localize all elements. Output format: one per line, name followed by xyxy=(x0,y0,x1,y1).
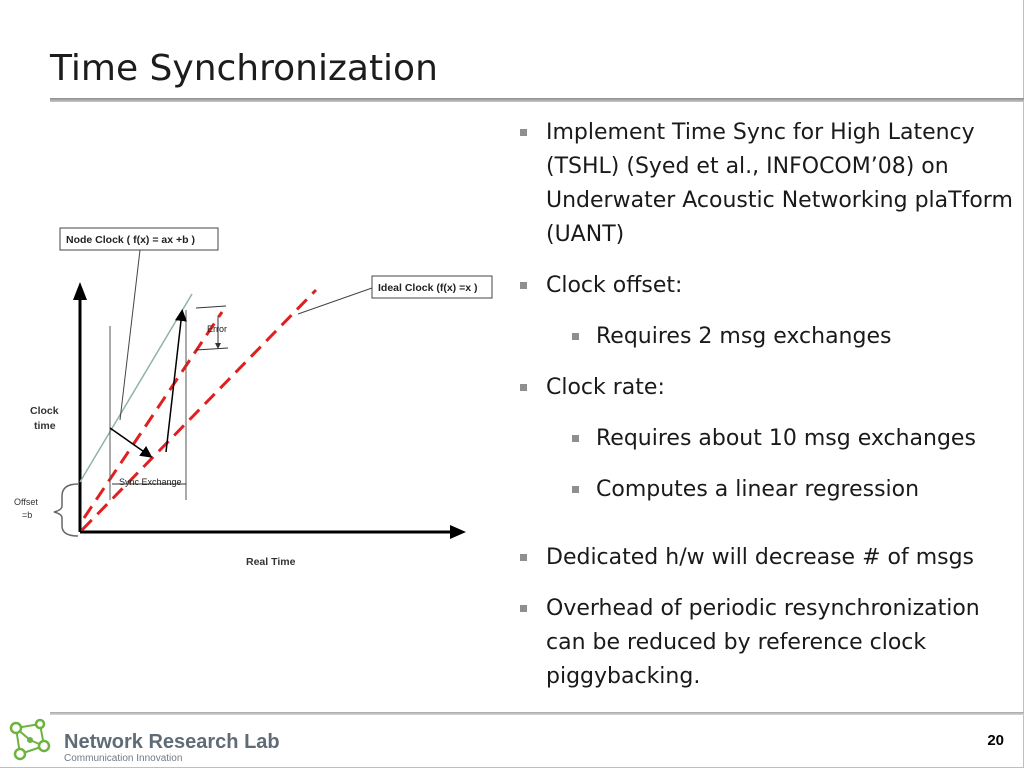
error-tick xyxy=(195,347,229,351)
node-clock-label-box xyxy=(59,227,219,251)
bullet-marker xyxy=(572,435,579,442)
bullet-text: Clock offset: xyxy=(546,273,683,298)
offset-label: Offset xyxy=(14,497,38,507)
node-clock-callout xyxy=(119,249,141,421)
ideal-clock-line xyxy=(80,288,318,532)
bullet-marker xyxy=(520,605,527,612)
bullet-text: Overhead of periodic resynchronization c… xyxy=(546,596,980,689)
ideal-clock-line-upper xyxy=(82,311,224,519)
page-number: 20 xyxy=(987,732,1004,749)
footer-divider xyxy=(50,712,1024,715)
node-clock-line xyxy=(79,293,193,483)
title-divider xyxy=(50,98,1024,102)
bullet-item: Clock offset: xyxy=(518,269,1018,303)
clock-time-label: Clock xyxy=(30,405,59,417)
lab-tagline: Communication Innovation xyxy=(64,753,183,764)
clock-time-label: time xyxy=(34,420,56,432)
slide-title: Time Synchronization xyxy=(50,48,438,89)
bullet-marker xyxy=(520,129,527,136)
time-sync-diagram: Sync Exchange Error Node Clock ( f(x) = … xyxy=(0,200,500,580)
bullet-marker xyxy=(572,333,579,340)
real-time-label: Real Time xyxy=(246,556,296,568)
sync-reply-arrow xyxy=(165,309,187,453)
sync-message-arrow xyxy=(109,427,153,458)
ideal-clock-label-box xyxy=(371,275,493,299)
bullet-text: Dedicated h/w will decrease # of msgs xyxy=(546,545,975,570)
bullet-marker xyxy=(520,282,527,289)
lab-name: Network Research Lab xyxy=(64,731,280,753)
sub-bullet-item: Requires about 10 msg exchanges xyxy=(570,422,1018,456)
bullet-text: Clock rate: xyxy=(546,375,665,400)
offset-brace xyxy=(53,483,79,537)
bullet-text: Implement Time Sync for High Latency (TS… xyxy=(546,120,1013,247)
sub-bullet-item: Requires 2 msg exchanges xyxy=(570,320,1018,354)
bullet-marker xyxy=(520,554,527,561)
time-sync-svg: Sync Exchange Error Node Clock ( f(x) = … xyxy=(14,227,493,568)
ideal-clock-callout xyxy=(297,287,373,315)
bullet-text: Requires 2 msg exchanges xyxy=(596,324,892,349)
bullet-item: Dedicated h/w will decrease # of msgs xyxy=(518,541,1018,575)
offset-label: =b xyxy=(22,510,32,520)
bullet-item: Clock rate: xyxy=(518,371,1018,405)
sub-bullet-item: Computes a linear regression xyxy=(570,473,1018,507)
bullet-marker xyxy=(520,384,527,391)
ideal-clock-label: Ideal Clock (f(x) =x ) xyxy=(378,282,477,294)
bullet-list: Implement Time Sync for High Latency (TS… xyxy=(518,116,1018,711)
sync-exchange-label: Sync Exchange xyxy=(119,477,182,487)
bullet-text: Computes a linear regression xyxy=(596,477,920,502)
network-lab-logo-icon xyxy=(9,718,51,761)
error-label: Error xyxy=(207,324,227,334)
y-axis-arrowhead xyxy=(73,282,87,300)
x-axis-arrowhead xyxy=(450,525,466,539)
bullet-marker xyxy=(572,486,579,493)
bullet-item: Overhead of periodic resynchronization c… xyxy=(518,592,1018,694)
error-tick xyxy=(195,305,227,309)
node-clock-label: Node Clock ( f(x) = ax +b ) xyxy=(66,234,195,246)
bullet-item: Implement Time Sync for High Latency (TS… xyxy=(518,116,1018,252)
bullet-text: Requires about 10 msg exchanges xyxy=(596,426,976,451)
